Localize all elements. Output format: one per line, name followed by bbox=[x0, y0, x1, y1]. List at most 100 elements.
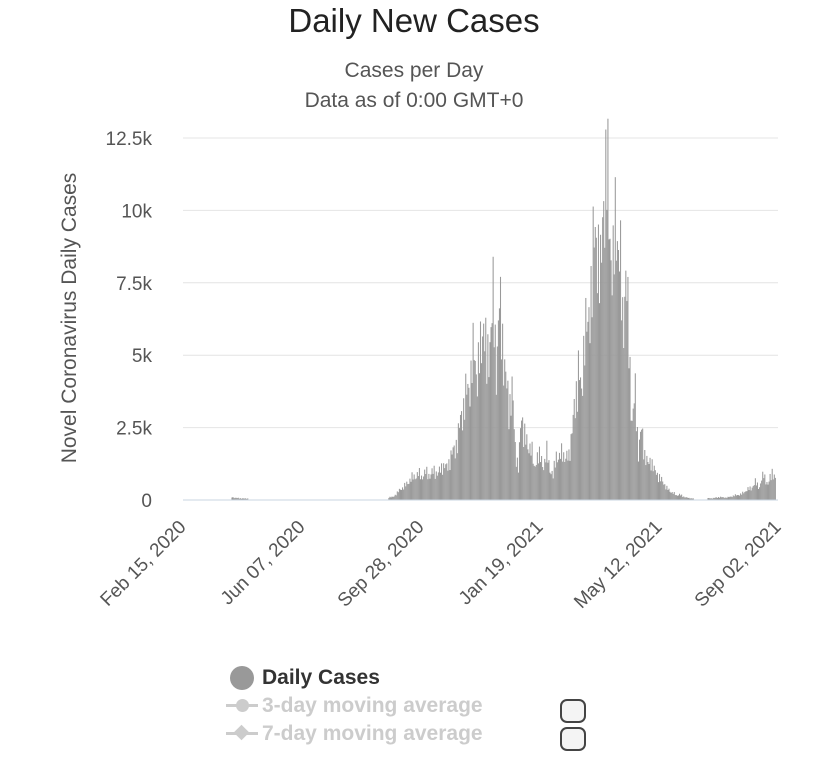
bar bbox=[615, 260, 617, 500]
bar bbox=[238, 498, 240, 500]
bar bbox=[632, 408, 634, 500]
bar bbox=[686, 497, 688, 500]
bar bbox=[711, 498, 713, 500]
bar bbox=[428, 473, 430, 500]
bar bbox=[732, 495, 734, 500]
bar bbox=[760, 483, 762, 500]
bar bbox=[747, 487, 749, 500]
bar bbox=[443, 463, 445, 500]
bar bbox=[497, 320, 499, 500]
bar bbox=[476, 396, 478, 500]
bar bbox=[407, 484, 409, 500]
bar bbox=[624, 296, 626, 500]
bar bbox=[606, 209, 608, 500]
bar bbox=[571, 433, 573, 500]
bar bbox=[529, 443, 531, 500]
bar bbox=[600, 234, 602, 501]
bar bbox=[577, 350, 579, 500]
bar bbox=[537, 463, 539, 500]
y-tick-label: 2.5k bbox=[116, 419, 152, 440]
bar bbox=[677, 495, 680, 500]
legend-item-3-day-average[interactable]: 3-day moving average bbox=[226, 692, 483, 720]
bar bbox=[682, 496, 684, 500]
bar bbox=[506, 388, 508, 500]
bar bbox=[397, 492, 399, 500]
bar bbox=[241, 498, 244, 500]
bar bbox=[672, 493, 674, 500]
bar bbox=[475, 374, 477, 500]
bar bbox=[757, 488, 760, 500]
bar bbox=[734, 494, 736, 500]
bar bbox=[447, 470, 449, 500]
bar bbox=[502, 323, 504, 500]
bar bbox=[604, 247, 606, 500]
bar bbox=[576, 411, 578, 500]
bar bbox=[714, 497, 716, 500]
bar bbox=[612, 225, 614, 500]
x-tick-label: May 12, 2021 bbox=[570, 517, 666, 613]
bar bbox=[464, 419, 466, 500]
bar bbox=[746, 491, 748, 500]
bar bbox=[742, 491, 744, 500]
bar bbox=[474, 360, 476, 500]
bar bbox=[641, 429, 643, 500]
bar bbox=[483, 323, 485, 500]
bar bbox=[768, 481, 770, 500]
bar bbox=[635, 431, 637, 500]
bar bbox=[465, 373, 467, 500]
bar bbox=[583, 335, 585, 500]
bar bbox=[640, 431, 642, 500]
bar bbox=[445, 464, 447, 500]
bar bbox=[739, 495, 741, 500]
bar bbox=[617, 249, 619, 500]
bar bbox=[471, 383, 473, 500]
line-diamond-marker-icon bbox=[226, 720, 262, 748]
bar bbox=[675, 495, 677, 500]
bar bbox=[772, 479, 774, 500]
y-tick-label: 10k bbox=[121, 201, 152, 222]
legend-item-7-day-average[interactable]: 7-day moving average bbox=[226, 720, 483, 748]
toggle-7-day-average-checkbox[interactable] bbox=[560, 727, 586, 751]
bar bbox=[498, 308, 500, 500]
bar bbox=[457, 423, 459, 500]
bar bbox=[643, 459, 645, 500]
bar bbox=[755, 485, 757, 500]
bar bbox=[486, 383, 488, 500]
bar bbox=[522, 417, 524, 500]
bar bbox=[391, 496, 393, 500]
bar bbox=[740, 493, 742, 500]
bar bbox=[395, 495, 397, 500]
bar bbox=[644, 450, 646, 500]
bar bbox=[664, 484, 666, 500]
bar bbox=[687, 498, 689, 500]
bar bbox=[631, 420, 633, 500]
bar bbox=[478, 373, 480, 500]
subtitle-line-1: Cases per Day bbox=[344, 59, 484, 82]
bar bbox=[582, 395, 584, 500]
bar bbox=[767, 484, 769, 500]
bar bbox=[609, 238, 611, 500]
bar bbox=[564, 462, 566, 500]
bar bbox=[769, 473, 771, 500]
legend-item-daily-cases[interactable]: Daily Cases bbox=[226, 664, 483, 692]
bar bbox=[550, 474, 552, 500]
bar bbox=[725, 497, 727, 500]
bar bbox=[674, 495, 676, 500]
bar bbox=[496, 346, 498, 500]
bar bbox=[408, 483, 410, 500]
bar bbox=[614, 177, 616, 501]
bar bbox=[731, 497, 733, 500]
bar bbox=[417, 476, 419, 500]
bar bbox=[388, 497, 390, 500]
bar bbox=[392, 496, 394, 500]
bar bbox=[414, 479, 416, 500]
bar bbox=[691, 498, 693, 500]
bar bbox=[553, 460, 555, 500]
bar bbox=[610, 260, 612, 500]
bar bbox=[565, 458, 567, 500]
bar bbox=[573, 399, 575, 500]
toggle-3-day-average-checkbox[interactable] bbox=[560, 699, 586, 723]
bar bbox=[517, 472, 519, 500]
bar bbox=[657, 482, 659, 500]
bar bbox=[425, 474, 427, 500]
